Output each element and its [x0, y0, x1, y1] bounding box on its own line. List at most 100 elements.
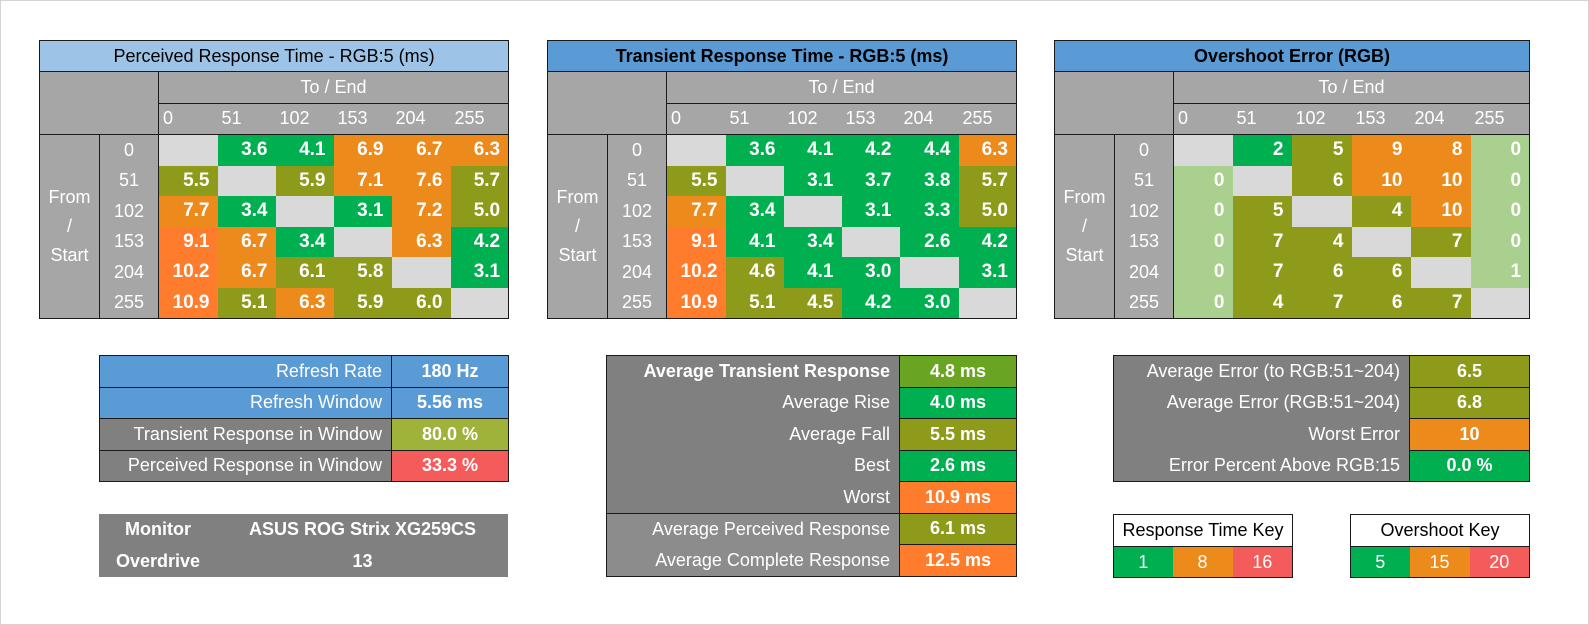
- matrix-cell: 2.6: [899, 226, 959, 257]
- stat-row: Average Rise 4.0 ms: [606, 386, 1017, 419]
- matrix-row: 204 0 7 6 6 1: [1055, 257, 1531, 288]
- matrix-row: From / Start 0 2 5 9 8 0: [1054, 134, 1531, 319]
- diagonal-cell: [275, 196, 334, 227]
- stat-row: Worst 10.9 ms: [606, 481, 1017, 514]
- from-start-label-line: /: [574, 216, 580, 236]
- row-header: 153: [1114, 226, 1174, 257]
- matrix-cell: 5.1: [725, 287, 784, 319]
- row-header: 0: [99, 134, 159, 166]
- matrix-cell: 5.8: [333, 257, 392, 288]
- key-title: Response Time Key: [1112, 514, 1294, 547]
- stat-value: 2.6 ms: [899, 449, 1017, 482]
- row-header: 102: [99, 196, 159, 227]
- stat-row: Average Perceived Response 6.1 ms: [606, 512, 1017, 545]
- diagonal-cell: [391, 257, 451, 288]
- key-value: 15: [1409, 546, 1470, 578]
- row-header: 204: [1114, 257, 1174, 288]
- stat-label: Average Error (to RGB:51~204): [1113, 355, 1410, 387]
- key-value: 8: [1172, 546, 1233, 578]
- matrix-cell: 4.1: [275, 134, 334, 166]
- stat-value: 12.5 ms: [899, 544, 1017, 577]
- matrix-cell: 3.1: [333, 196, 392, 227]
- matrix-cell: 1: [1470, 257, 1531, 288]
- column-header: 255: [1470, 102, 1531, 135]
- stat-row: Refresh Rate 180 Hz: [99, 355, 509, 388]
- stat-value: 4.0 ms: [899, 386, 1017, 419]
- matrix-row: 102 7.7 3.4 3.1 3.3 5.0: [548, 196, 1017, 227]
- column-header: 102: [783, 102, 842, 135]
- stat-value: 80.0 %: [391, 418, 509, 451]
- matrix-cell: 9.1: [666, 226, 726, 257]
- stat-row: Perceived Response in Window 33.3 %: [99, 449, 509, 482]
- matrix-cell: 10: [1351, 165, 1411, 196]
- matrix-cell: 6.7: [391, 134, 451, 166]
- key-value: 16: [1232, 546, 1294, 578]
- matrix-row: 51 0 6 10 10 0: [1055, 165, 1531, 196]
- matrix-title: Transient Response Time - RGB:5 (ms): [547, 40, 1017, 72]
- matrix-row: 255 0 4 7 6 7: [1055, 287, 1531, 319]
- matrix-cell: 10.2: [158, 257, 218, 288]
- overshoot-key: Overshoot Key 5 15 20: [1349, 514, 1531, 578]
- matrix-cell: 6: [1351, 287, 1411, 319]
- stat-row: Best 2.6 ms: [606, 449, 1017, 482]
- from-start-label-line: /: [1081, 216, 1087, 236]
- stat-label: Perceived Response in Window: [99, 449, 392, 482]
- matrix-cell: 0: [1173, 287, 1233, 319]
- diagonal-cell: [783, 196, 842, 227]
- row-header: 255: [1114, 287, 1174, 319]
- matrix-row: 102 0 5 4 10 0: [1055, 196, 1531, 227]
- matrix-cell: 0: [1470, 134, 1531, 166]
- stat-row: Average Fall 5.5 ms: [606, 418, 1017, 451]
- matrix-cell: 4.6: [725, 257, 784, 288]
- from-start-label: From / Start: [547, 134, 608, 319]
- stat-label: Average Perceived Response: [606, 512, 900, 545]
- diagonal-cell: [1232, 165, 1292, 196]
- row-header: 102: [1114, 196, 1174, 227]
- stat-row: Error Percent Above RGB:15 0.0 %: [1113, 449, 1530, 482]
- column-header: 0: [158, 102, 218, 135]
- stat-label: Average Error (RGB:51~204): [1113, 387, 1410, 419]
- matrix-corner: [39, 71, 159, 135]
- stat-row: Average Complete Response 12.5 ms: [606, 544, 1017, 577]
- matrix-cell: 3.4: [783, 226, 842, 257]
- column-header: 204: [899, 102, 959, 135]
- monitor-info-table: Monitor ASUS ROG Strix XG259CS Overdrive…: [99, 514, 508, 577]
- from-start-label-line: Start: [50, 245, 89, 265]
- stat-value: 0.0 %: [1409, 449, 1530, 482]
- matrix-corner: [547, 71, 667, 135]
- matrix-cell: 6: [1291, 165, 1352, 196]
- column-header: 0: [1173, 102, 1233, 135]
- matrix-cell: 3.1: [958, 257, 1017, 288]
- matrix-cell: 5.0: [450, 196, 510, 227]
- matrix-cell: 4.2: [958, 226, 1017, 257]
- matrix-cell: 3.0: [841, 257, 900, 288]
- stat-row: Worst Error 10: [1113, 418, 1530, 451]
- column-header: 153: [841, 102, 900, 135]
- to-end-label: To / End: [666, 71, 1017, 104]
- matrix-cell: 7.7: [158, 196, 218, 227]
- overshoot-error-matrix: Overshoot Error (RGB) To / End 0 51 102 …: [1053, 40, 1531, 319]
- diagonal-cell: [725, 165, 784, 196]
- matrix-cell: 0: [1173, 165, 1233, 196]
- matrix-title: Perceived Response Time - RGB:5 (ms): [38, 40, 510, 72]
- diagonal-cell: [450, 287, 510, 319]
- matrix-cell: 4.2: [841, 287, 900, 319]
- matrix-cell: 4.4: [899, 134, 959, 166]
- row-header: 255: [99, 287, 159, 319]
- matrix-cell: 4.2: [841, 134, 900, 166]
- from-start-label-line: From: [48, 187, 91, 207]
- matrix-row: 51 5.5 5.9 7.1 7.6 5.7: [40, 165, 510, 196]
- matrix-row: 51 5.5 3.1 3.7 3.8 5.7: [548, 165, 1017, 196]
- diagonal-cell: [217, 165, 276, 196]
- overdrive-label: Overdrive: [115, 550, 201, 571]
- stat-value: 180 Hz: [391, 355, 509, 388]
- stat-label: Worst: [606, 481, 900, 514]
- diagonal-cell: [1351, 226, 1411, 257]
- matrix-cell: 4.1: [783, 134, 842, 166]
- diagonal-cell: [1410, 257, 1471, 288]
- from-start-label-line: From: [556, 187, 599, 207]
- column-header: 51: [217, 102, 276, 135]
- matrix-cell: 6.3: [275, 287, 334, 319]
- key-value: 20: [1469, 546, 1531, 578]
- stat-value: 10: [1409, 418, 1530, 451]
